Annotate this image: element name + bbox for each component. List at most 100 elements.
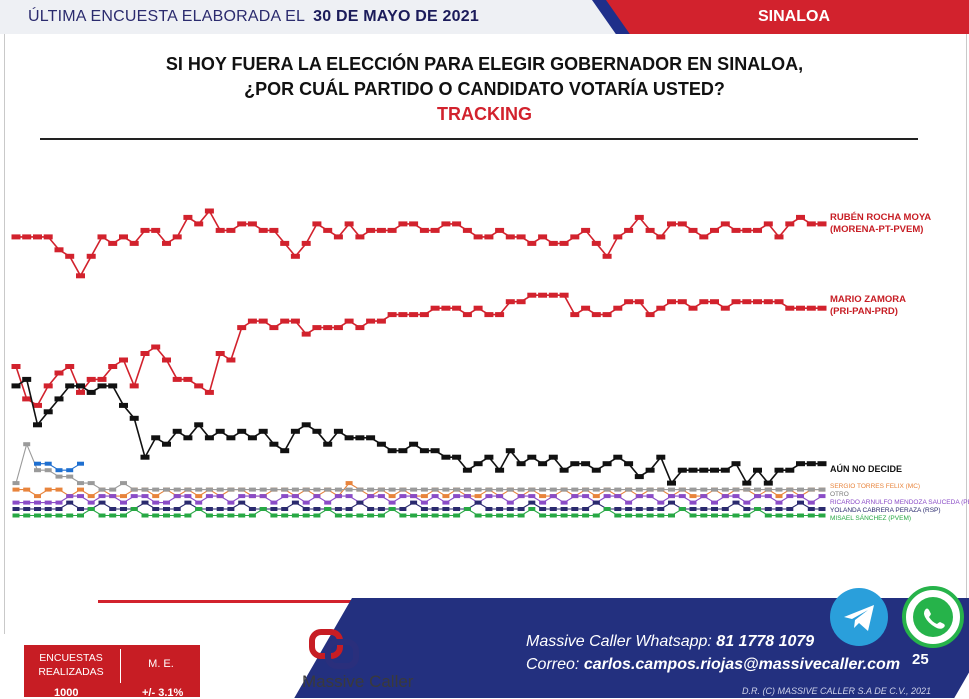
data-point (775, 507, 783, 511)
data-point (87, 494, 95, 499)
data-point (560, 513, 568, 518)
data-point (474, 513, 482, 518)
data-point (237, 428, 247, 434)
data-point (431, 507, 439, 511)
data-point (442, 494, 450, 499)
data-point (442, 487, 450, 492)
data-point (344, 435, 354, 441)
data-point (700, 487, 708, 492)
data-point (538, 461, 548, 467)
data-point (376, 441, 386, 447)
data-point (376, 318, 386, 324)
data-point (238, 494, 246, 499)
data-point (141, 513, 149, 518)
data-point (505, 234, 515, 240)
data-point (98, 513, 106, 518)
data-point (34, 468, 41, 473)
data-point (528, 500, 536, 505)
data-point (12, 507, 20, 511)
data-point (527, 240, 537, 246)
data-point (764, 494, 772, 499)
data-point (247, 221, 257, 227)
data-point (796, 461, 805, 467)
header-date: 30 DE MAYO DE 2021 (313, 8, 479, 25)
telegram-icon[interactable] (830, 588, 888, 646)
data-point (237, 325, 247, 331)
data-point (419, 448, 429, 454)
data-point (313, 494, 321, 499)
data-point (377, 507, 385, 511)
data-point (634, 474, 644, 480)
data-point (43, 383, 53, 389)
data-point (645, 467, 655, 473)
data-point (302, 507, 310, 511)
data-point (711, 487, 718, 492)
data-point (33, 234, 42, 240)
data-point (54, 370, 64, 376)
data-point (559, 467, 569, 473)
data-point (419, 312, 429, 318)
data-point (495, 312, 505, 318)
data-point (162, 441, 171, 447)
data-point (774, 467, 784, 473)
data-point (667, 299, 676, 305)
data-point (571, 487, 579, 492)
massive-caller-logo-icon (309, 629, 359, 669)
whatsapp-number: 81 1778 1079 (716, 633, 815, 650)
data-point (129, 240, 139, 246)
data-point (764, 507, 772, 511)
data-point (539, 507, 547, 511)
data-point (259, 487, 267, 492)
data-point (43, 234, 53, 240)
data-point (87, 507, 95, 511)
data-point (625, 487, 633, 492)
data-point (775, 500, 783, 505)
data-point (721, 507, 729, 511)
header-prefix: ÚLTIMA ENCUESTA ELABORADA EL (28, 8, 305, 25)
data-point (227, 487, 235, 492)
data-point (172, 234, 182, 240)
data-point (754, 507, 761, 511)
data-point (807, 507, 815, 511)
data-point (204, 208, 214, 214)
data-point (786, 507, 794, 511)
data-point (570, 234, 580, 240)
data-point (505, 299, 515, 305)
data-point (763, 221, 773, 227)
data-point (516, 461, 526, 467)
data-point (528, 507, 536, 511)
data-point (732, 500, 740, 505)
data-point (97, 383, 107, 389)
data-point (463, 507, 471, 511)
header-state: SINALOA (758, 8, 830, 25)
data-point (12, 500, 20, 505)
data-point (495, 227, 505, 233)
data-point (54, 396, 64, 402)
data-point (313, 507, 321, 511)
data-point (797, 494, 804, 499)
data-point (98, 500, 106, 505)
data-point (539, 494, 547, 499)
data-point (452, 221, 462, 227)
data-point (119, 357, 128, 363)
data-point (699, 234, 709, 240)
data-point (753, 467, 762, 473)
data-point (66, 494, 74, 499)
table-value-surveys: 1000 (54, 687, 79, 699)
data-point (613, 454, 623, 460)
data-point (227, 500, 235, 505)
data-point (324, 500, 332, 505)
question-line-1: SI HOY FUERA LA ELECCIÓN PARA ELEGIR GOB… (165, 54, 804, 74)
data-point (688, 305, 698, 311)
data-point (345, 507, 353, 511)
data-point (183, 435, 193, 441)
data-point (216, 507, 224, 511)
chart-subtitle: TRACKING (437, 104, 532, 124)
data-point (387, 448, 397, 454)
data-point (173, 487, 181, 492)
data-point (431, 487, 439, 492)
data-point (312, 221, 322, 227)
whatsapp-icon[interactable] (902, 586, 964, 648)
data-point (571, 513, 579, 518)
data-point (624, 461, 634, 467)
